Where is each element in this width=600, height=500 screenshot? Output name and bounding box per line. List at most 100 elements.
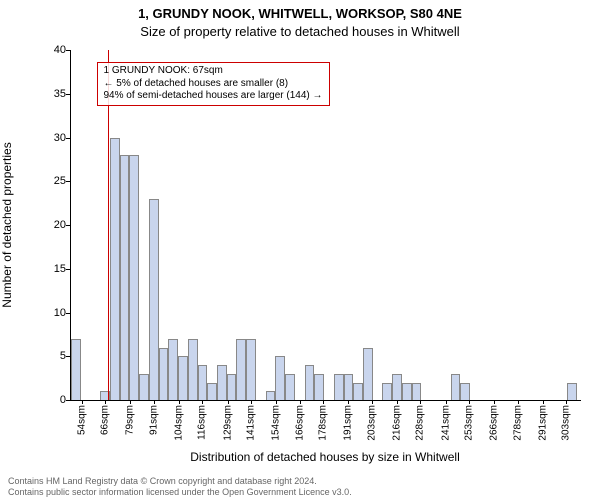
histogram-bar	[120, 155, 130, 400]
x-tick-label: 253sqm	[464, 405, 475, 441]
histogram-bar	[217, 365, 227, 400]
plot-area: 1 GRUNDY NOOK: 67sqm← 5% of detached hou…	[70, 50, 581, 401]
x-tick-label: 79sqm	[125, 405, 136, 435]
histogram-bar	[266, 391, 276, 400]
x-tick-label: 141sqm	[246, 405, 257, 441]
x-tick-label: 178sqm	[318, 405, 329, 441]
x-tick-mark	[179, 400, 180, 404]
histogram-bar	[129, 155, 139, 400]
histogram-bar	[334, 374, 344, 400]
y-tick-mark	[66, 400, 70, 401]
y-tick-mark	[66, 313, 70, 314]
histogram-bar	[159, 348, 169, 401]
histogram-bar	[382, 383, 392, 401]
histogram-bar	[314, 374, 324, 400]
histogram-bar	[207, 383, 217, 401]
x-tick-mark	[518, 400, 519, 404]
histogram-bar	[567, 383, 577, 401]
x-tick-label: 66sqm	[100, 405, 111, 435]
x-tick-mark	[348, 400, 349, 404]
histogram-bar	[198, 365, 208, 400]
histogram-bar	[412, 383, 422, 401]
histogram-bar	[246, 339, 256, 400]
x-tick-label: 91sqm	[148, 405, 159, 435]
x-tick-mark	[105, 400, 106, 404]
y-tick-mark	[66, 50, 70, 51]
histogram-bar	[344, 374, 354, 400]
x-tick-mark	[202, 400, 203, 404]
histogram-bar	[188, 339, 198, 400]
y-tick-mark	[66, 138, 70, 139]
x-tick-label: 278sqm	[512, 405, 523, 441]
annotation-line: ← 5% of detached houses are smaller (8)	[104, 78, 323, 91]
y-tick-label: 35	[36, 88, 66, 100]
x-tick-mark	[251, 400, 252, 404]
x-tick-label: 203sqm	[366, 405, 377, 441]
y-tick-label: 10	[36, 307, 66, 319]
histogram-bar	[178, 356, 188, 400]
histogram-bar	[363, 348, 373, 401]
x-tick-mark	[130, 400, 131, 404]
y-tick-label: 0	[36, 394, 66, 406]
x-tick-mark	[543, 400, 544, 404]
x-tick-label: 291sqm	[538, 405, 549, 441]
histogram-bar	[305, 365, 315, 400]
y-tick-mark	[66, 269, 70, 270]
y-tick-label: 25	[36, 175, 66, 187]
x-tick-label: 241sqm	[440, 405, 451, 441]
x-tick-mark	[420, 400, 421, 404]
footer-line2: Contains public sector information licen…	[8, 487, 352, 498]
y-tick-mark	[66, 225, 70, 226]
footer-attribution: Contains HM Land Registry data © Crown c…	[8, 476, 352, 498]
chart-container: { "chart": { "type": "histogram", "title…	[0, 0, 600, 500]
x-tick-label: 54sqm	[76, 405, 87, 435]
x-tick-label: 191sqm	[343, 405, 354, 441]
histogram-bar	[236, 339, 246, 400]
footer-line1: Contains HM Land Registry data © Crown c…	[8, 476, 352, 487]
y-tick-mark	[66, 181, 70, 182]
chart-title-line1: 1, GRUNDY NOOK, WHITWELL, WORKSOP, S80 4…	[0, 6, 600, 21]
x-tick-label: 166sqm	[294, 405, 305, 441]
x-tick-label: 154sqm	[271, 405, 282, 441]
chart-title-line2: Size of property relative to detached ho…	[0, 24, 600, 39]
x-tick-mark	[154, 400, 155, 404]
x-tick-mark	[82, 400, 83, 404]
annotation-box: 1 GRUNDY NOOK: 67sqm← 5% of detached hou…	[97, 62, 330, 106]
x-tick-mark	[228, 400, 229, 404]
x-tick-mark	[494, 400, 495, 404]
x-tick-label: 116sqm	[197, 405, 208, 440]
histogram-bar	[227, 374, 237, 400]
x-tick-mark	[276, 400, 277, 404]
x-tick-label: 266sqm	[489, 405, 500, 441]
x-tick-mark	[469, 400, 470, 404]
histogram-bar	[353, 383, 363, 401]
x-tick-label: 303sqm	[561, 405, 572, 441]
x-axis-label: Distribution of detached houses by size …	[70, 450, 580, 464]
histogram-bar	[139, 374, 149, 400]
annotation-line: 94% of semi-detached houses are larger (…	[104, 90, 323, 103]
x-tick-mark	[372, 400, 373, 404]
histogram-bar	[460, 383, 470, 401]
y-tick-label: 20	[36, 219, 66, 231]
y-tick-mark	[66, 94, 70, 95]
x-tick-mark	[566, 400, 567, 404]
y-tick-label: 5	[36, 350, 66, 362]
y-tick-label: 30	[36, 132, 66, 144]
y-tick-label: 15	[36, 263, 66, 275]
x-tick-label: 104sqm	[174, 405, 185, 441]
histogram-bar	[402, 383, 412, 401]
histogram-bar	[392, 374, 402, 400]
histogram-bar	[285, 374, 295, 400]
y-tick-label: 40	[36, 44, 66, 56]
histogram-bar	[168, 339, 178, 400]
y-axis-label: Number of detached properties	[0, 50, 20, 400]
x-tick-label: 228sqm	[415, 405, 426, 441]
x-tick-mark	[397, 400, 398, 404]
histogram-bar	[149, 199, 159, 400]
x-tick-label: 129sqm	[222, 405, 233, 441]
x-tick-label: 216sqm	[392, 405, 403, 441]
histogram-bar	[451, 374, 461, 400]
histogram-bar	[275, 356, 285, 400]
annotation-line: 1 GRUNDY NOOK: 67sqm	[104, 65, 323, 78]
y-tick-mark	[66, 356, 70, 357]
